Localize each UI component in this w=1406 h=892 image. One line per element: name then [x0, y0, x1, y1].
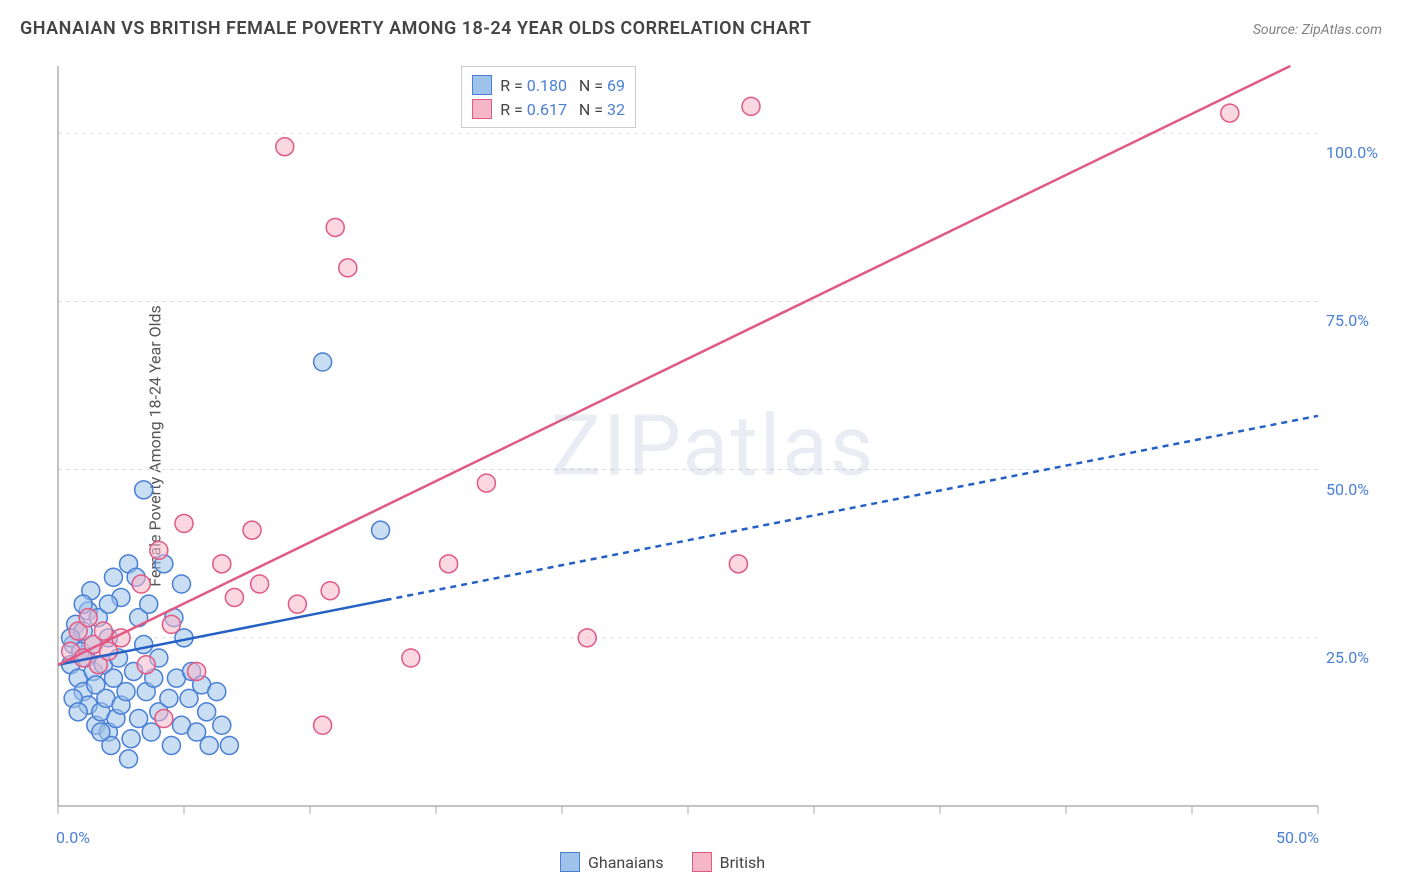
series-swatch [472, 99, 492, 119]
x-tick-label: 0.0% [56, 828, 90, 847]
scatter-plot-svg [48, 56, 1378, 836]
chart-title: GHANAIAN VS BRITISH FEMALE POVERTY AMONG… [20, 18, 811, 39]
legend-swatch [560, 852, 580, 872]
series-swatch [472, 75, 492, 95]
y-tick-label: 25.0% [1326, 648, 1369, 667]
stats-text: R = 0.180 N = 69 [500, 76, 625, 95]
legend-swatch [692, 852, 712, 872]
stats-text: R = 0.617 N = 32 [500, 100, 625, 119]
y-tick-label: 50.0% [1326, 480, 1369, 499]
stats-row: R = 0.180 N = 69 [472, 73, 625, 97]
plot-area: ZIPatlas 25.0%50.0%75.0%100.0% 0.0%50.0%… [48, 56, 1378, 836]
legend-item: Ghanaians [560, 852, 664, 872]
x-tick-label: 50.0% [1276, 828, 1319, 847]
bottom-legend: Ghanaians British [560, 852, 765, 872]
legend-label: Ghanaians [588, 853, 664, 872]
legend-label: British [720, 853, 765, 872]
stats-row: R = 0.617 N = 32 [472, 97, 625, 121]
source-label: Source: ZipAtlas.com [1253, 22, 1382, 38]
stats-legend-box: R = 0.180 N = 69 R = 0.617 N = 32 [461, 66, 636, 128]
chart-container: GHANAIAN VS BRITISH FEMALE POVERTY AMONG… [0, 0, 1406, 892]
legend-item: British [692, 852, 765, 872]
y-tick-label: 75.0% [1326, 311, 1369, 330]
y-tick-label: 100.0% [1326, 143, 1378, 162]
